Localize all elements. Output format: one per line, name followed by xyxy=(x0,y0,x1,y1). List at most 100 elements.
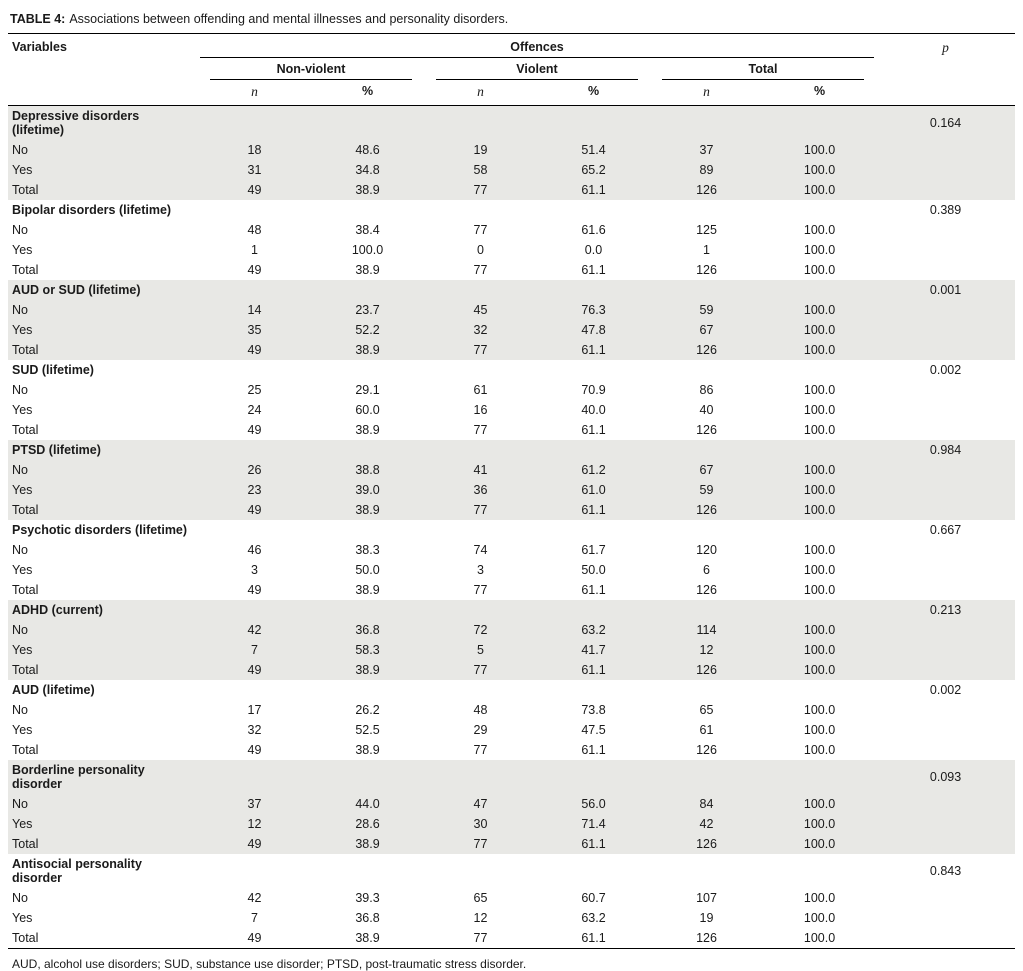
cell-value: 37 xyxy=(247,797,262,811)
table-row: Yes 31 34.8 58 65.2 89 100.0 xyxy=(8,160,1016,180)
cell-value: 77 xyxy=(473,263,488,277)
col-header-offences-label: Offences xyxy=(510,40,564,54)
empty-cell xyxy=(876,908,1015,928)
empty-cell xyxy=(876,140,1015,160)
cell-value: 100.0 xyxy=(803,223,836,237)
col-header-percent: % xyxy=(311,80,424,106)
cell-value: 48.6 xyxy=(355,143,380,157)
empty-cell xyxy=(424,520,537,540)
table-head: Variables Offences p Non-violent Violent… xyxy=(8,34,1016,106)
empty-cell xyxy=(424,854,537,888)
p-value: 0.843 xyxy=(929,864,962,878)
row-label: Yes xyxy=(12,243,33,257)
group-header-row: Borderline personality disorder 0.093 xyxy=(8,760,1016,794)
empty-cell xyxy=(763,854,876,888)
row-label: No xyxy=(12,623,28,637)
empty-cell xyxy=(763,600,876,620)
empty-cell xyxy=(537,600,650,620)
row-label: No xyxy=(12,143,28,157)
empty-cell xyxy=(198,106,311,141)
col-header-nonviolent-label: Non-violent xyxy=(276,62,346,76)
cell-value: 61 xyxy=(699,723,714,737)
cell-value: 32 xyxy=(247,723,262,737)
n-label: n xyxy=(251,84,258,99)
cell-value: 126 xyxy=(696,837,717,851)
p-value: 0.001 xyxy=(929,283,962,297)
cell-value: 19 xyxy=(473,143,488,157)
cell-value: 38.9 xyxy=(355,423,380,437)
group-header-row: PTSD (lifetime) 0.984 xyxy=(8,440,1016,460)
cell-value: 31 xyxy=(247,163,262,177)
table-row: Total 49 38.9 77 61.1 126 100.0 xyxy=(8,660,1016,680)
empty-cell xyxy=(876,888,1015,908)
table-row: Total 49 38.9 77 61.1 126 100.0 xyxy=(8,834,1016,854)
cell-value: 86 xyxy=(699,383,714,397)
empty-cell xyxy=(876,240,1015,260)
table-row: Yes 7 58.3 5 41.7 12 100.0 xyxy=(8,640,1016,660)
empty-cell xyxy=(650,440,763,460)
cell-value: 100.0 xyxy=(803,837,836,851)
empty-cell xyxy=(876,794,1015,814)
empty-cell xyxy=(876,260,1015,280)
cell-value: 71.4 xyxy=(581,817,606,831)
table-row: Yes 1 100.0 0 0.0 1 100.0 xyxy=(8,240,1015,260)
empty-cell xyxy=(424,360,537,380)
cell-value: 61.7 xyxy=(581,543,606,557)
cell-value: 61 xyxy=(473,383,488,397)
group-header-row: AUD or SUD (lifetime) 0.001 xyxy=(8,280,1016,300)
cell-value: 32 xyxy=(473,323,488,337)
cell-value: 77 xyxy=(473,503,488,517)
row-label: Yes xyxy=(12,817,33,831)
empty-cell xyxy=(763,760,876,794)
table-row: No 18 48.6 19 51.4 37 100.0 xyxy=(8,140,1016,160)
empty-cell xyxy=(424,106,537,141)
cell-value: 23.7 xyxy=(355,303,380,317)
row-label: Total xyxy=(12,583,39,597)
cell-value: 24 xyxy=(247,403,262,417)
cell-value: 61.1 xyxy=(581,583,606,597)
cell-value: 5 xyxy=(477,643,484,657)
cell-value: 29 xyxy=(473,723,488,737)
empty-cell xyxy=(876,560,1015,580)
empty-cell xyxy=(311,520,424,540)
cell-value: 77 xyxy=(473,343,488,357)
col-header-n: n xyxy=(424,80,537,106)
col-header-violent-label: Violent xyxy=(516,62,558,76)
cell-value: 49 xyxy=(247,743,262,757)
col-header-p-label: p xyxy=(942,40,949,55)
p-value: 0.002 xyxy=(929,363,962,377)
cell-value: 61.6 xyxy=(581,223,606,237)
cell-value: 100.0 xyxy=(803,463,836,477)
cell-value: 100.0 xyxy=(803,423,836,437)
empty-cell xyxy=(876,460,1015,480)
table-body: Depressive disorders (lifetime) 0.164 No 18… xyxy=(8,105,1016,949)
col-header-n: n xyxy=(650,80,763,106)
group-header-row: Bipolar disorders (lifetime) 0.389 xyxy=(8,200,1015,220)
table-row: Total 49 38.9 77 61.1 126 100.0 xyxy=(8,580,1015,600)
col-header-offences: Offences xyxy=(198,34,876,58)
row-label: Yes xyxy=(12,563,33,577)
row-label: Total xyxy=(12,837,39,851)
empty-cell xyxy=(311,360,424,380)
row-label: Yes xyxy=(12,323,33,337)
cell-value: 100.0 xyxy=(351,243,384,257)
row-label: Yes xyxy=(12,483,33,497)
group-label: SUD (lifetime) xyxy=(12,363,94,377)
empty-cell xyxy=(537,360,650,380)
group-label: PTSD (lifetime) xyxy=(12,443,101,457)
cell-value: 38.9 xyxy=(355,343,380,357)
empty-cell xyxy=(876,620,1015,640)
cell-value: 61.2 xyxy=(581,463,606,477)
cell-value: 59 xyxy=(699,483,714,497)
empty-cell xyxy=(650,106,763,141)
cell-value: 61.1 xyxy=(581,743,606,757)
empty-cell xyxy=(424,200,537,220)
row-label: Total xyxy=(12,263,39,277)
cell-value: 49 xyxy=(247,343,262,357)
empty-cell xyxy=(311,854,424,888)
cell-value: 58 xyxy=(473,163,488,177)
empty-cell xyxy=(876,340,1015,360)
cell-value: 114 xyxy=(696,623,717,637)
cell-value: 126 xyxy=(696,663,717,677)
empty-cell xyxy=(763,280,876,300)
